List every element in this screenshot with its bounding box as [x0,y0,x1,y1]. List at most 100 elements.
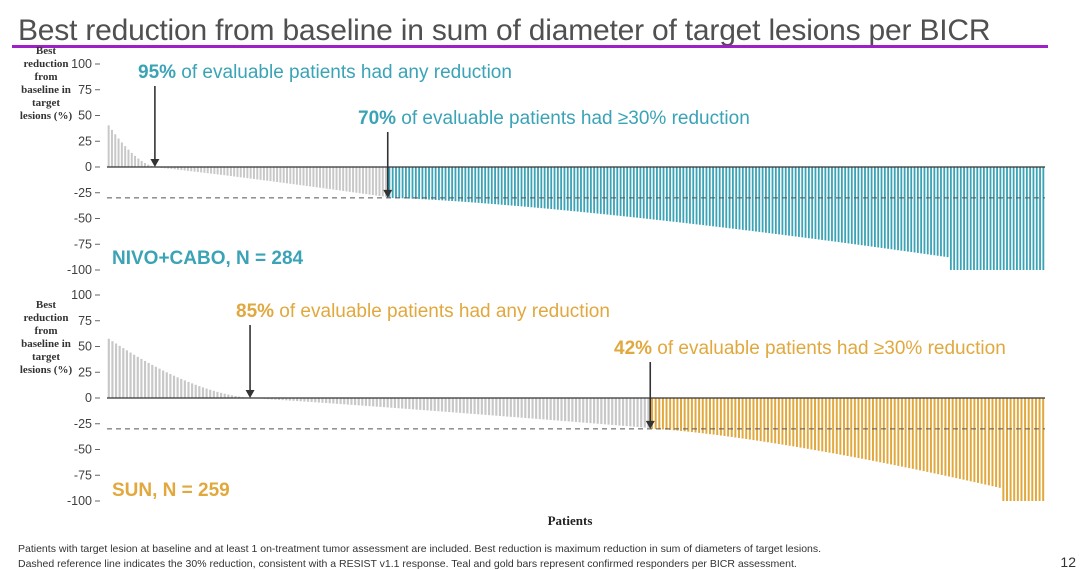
page-number: 12 [1060,554,1076,570]
patient-bar [120,142,123,167]
patient-bar [111,341,114,398]
patient-bar [702,167,705,226]
patient-bar [454,167,457,202]
patient-bar [675,167,678,223]
patient-bar [357,398,360,406]
patient-bar [672,167,675,222]
patient-bar [774,167,777,234]
patient-bar [662,167,665,221]
patient-bar [759,398,762,442]
patient-bar [484,398,487,415]
patient-bar [480,398,483,415]
patient-bar [426,398,429,411]
patient-bar [719,398,722,436]
patient-bar [606,167,609,215]
patient-bar [665,167,668,221]
patient-bar [937,398,940,475]
patient-bar [596,167,599,214]
patient-bar [680,398,683,431]
patient-bar [441,167,444,201]
patient-bar [201,387,205,398]
patient-bar [723,398,726,436]
patient-bar [992,167,995,270]
patient-bar [530,167,533,208]
patient-bar [352,167,355,193]
patient-bar [498,398,502,416]
patient-bar [640,398,643,428]
patient-bar [335,167,338,191]
patient-bar [537,167,539,208]
patient-bar [804,167,807,238]
patient-bar [770,398,773,443]
panel-nivo-cabo: Best reduction from baseline in target lesion… [20,45,1045,277]
y-tick-label: 25 [78,134,92,148]
patient-bar [411,398,415,410]
patient-bar [194,384,197,398]
y-tick-label: -100 [67,263,92,277]
patient-bar [167,167,170,169]
patient-bar [834,167,837,242]
patient-bar [502,398,505,417]
patient-bar [509,398,512,417]
patient-bar [890,398,893,465]
patient-bar [495,398,498,416]
patient-bar [372,398,375,407]
patient-bar [335,398,339,404]
patient-bar [1016,167,1018,270]
patient-bar [353,398,357,406]
patient-bar [319,167,322,188]
patient-bar [395,167,397,199]
patient-bar [622,167,625,217]
patient-bar [281,398,284,401]
patient-bar [125,350,129,398]
patient-bar [332,167,335,190]
patient-bar [279,167,282,183]
patient-bar [466,398,469,414]
patient-bar [398,167,401,199]
patient-bar [206,167,209,174]
patient-bar [209,389,212,398]
patient-bar [953,167,956,270]
patient-bar [419,398,422,410]
callout-text: 70% of evaluable patients had ≥30% reduc… [358,108,750,129]
patient-bar [903,167,906,252]
patient-bar [589,167,592,213]
patient-bar [698,398,701,433]
patient-bar [267,398,270,400]
patient-bar [940,398,943,475]
patient-bar [223,393,226,398]
patient-bar [643,398,646,428]
patient-bar [457,167,460,202]
patient-bar [712,398,715,435]
patient-bar [1009,167,1012,270]
patient-bar [948,398,951,477]
patient-bar [1020,398,1023,501]
patient-bar [900,398,903,467]
patient-bar [616,167,619,216]
patient-bar [676,398,679,431]
patient-bar [652,167,655,220]
patient-bar [196,167,199,173]
patient-bar [1016,398,1019,501]
patient-bar [500,167,503,205]
patient-bar [781,398,784,445]
patient-bar [806,398,809,449]
patient-bar [998,398,1001,488]
patient-bar [875,398,878,462]
patient-bar [694,398,697,433]
patient-bar [464,167,467,202]
patient-bar [524,398,527,418]
patient-bar [607,398,610,425]
patient-bar [603,398,607,425]
patient-bar [346,398,349,405]
patient-bar [176,377,179,398]
patient-bar [339,398,342,405]
patient-bar [839,398,842,455]
patient-bar [459,398,462,413]
patient-bar [310,398,313,403]
patient-bar [593,398,596,424]
patient-bar [216,167,219,175]
patient-bar [110,129,113,167]
patient-bar [883,167,886,249]
patient-bar [239,167,242,178]
